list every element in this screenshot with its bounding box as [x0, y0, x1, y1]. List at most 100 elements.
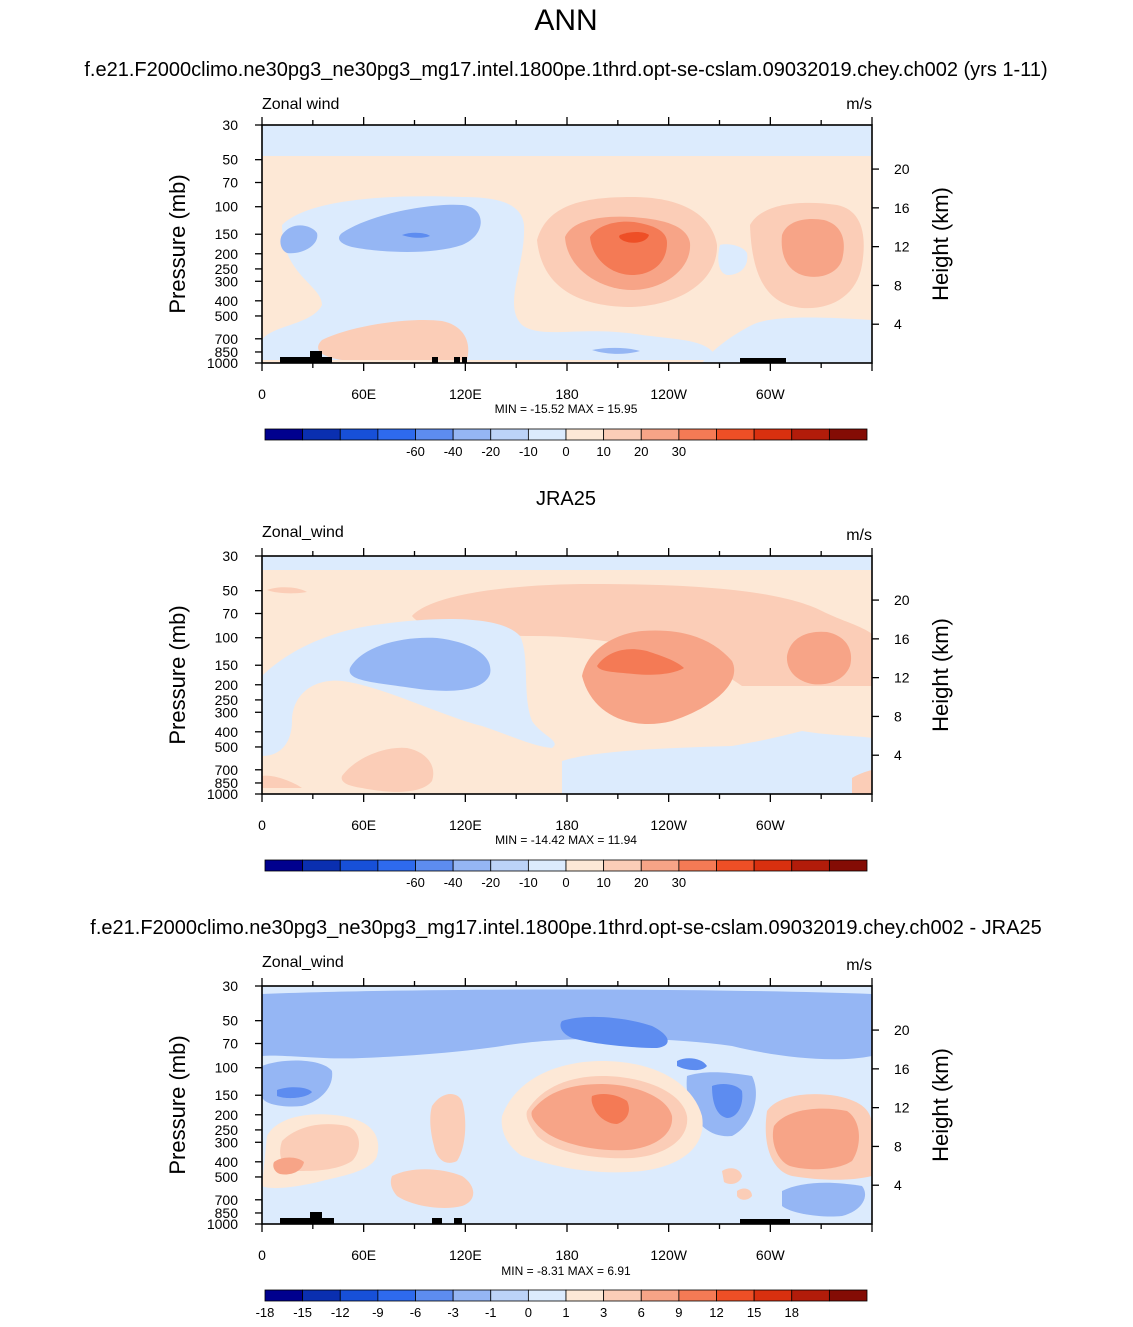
colorbar: -60 -40 -20 -10 0 10 20 30	[264, 859, 868, 890]
x-tick-label: 120E	[449, 1247, 482, 1263]
colorbar-label: 20	[634, 444, 648, 459]
colorbar-swatch	[339, 428, 379, 441]
contour-lower-westerly	[341, 747, 434, 792]
colorbar-swatch	[678, 859, 717, 872]
y2-tick-label: 8	[894, 277, 902, 293]
colorbar-swatch	[565, 859, 605, 872]
x-tick-label: 60W	[756, 817, 786, 833]
y-tick-label: 100	[215, 630, 239, 646]
x-axis: 0 60E 120E 180 120W 60W	[258, 978, 873, 1263]
colorbar-swatch	[565, 428, 605, 441]
x-tick-label: 120E	[449, 817, 482, 833]
contour-atlantic-westerly	[786, 631, 852, 685]
contour-plot	[262, 556, 872, 794]
colorbar-swatch	[791, 859, 830, 872]
colorbar-label: 30	[672, 875, 686, 890]
colorbar-label: 15	[747, 1305, 761, 1320]
x-tick-label: 60E	[351, 1247, 376, 1263]
y2-tick-label: 8	[894, 708, 902, 724]
y-tick-label: 30	[222, 548, 238, 564]
contour-east-positive-spots	[722, 1168, 752, 1200]
y2-tick-label: 16	[894, 1061, 910, 1077]
colorbar-swatch	[678, 1289, 717, 1302]
y2-axis-label: Height (km)	[928, 618, 953, 732]
y2-axis: 20 16 12 8 4	[872, 1022, 910, 1193]
y-tick-label: 100	[215, 1060, 239, 1076]
y2-axis-label: Height (km)	[928, 1048, 953, 1162]
colorbar-label: 30	[672, 444, 686, 459]
y2-tick-label: 8	[894, 1138, 902, 1154]
contour-trough-negative-core	[712, 1083, 743, 1118]
colorbar-label: -20	[481, 444, 500, 459]
colorbar-label: 0	[562, 875, 569, 890]
contour-gap-easterly	[718, 244, 748, 275]
y-tick-label: 500	[215, 739, 239, 755]
y-tick-label: 300	[215, 704, 239, 720]
colorbar-swatch	[527, 1289, 567, 1302]
contour-plot	[262, 125, 872, 363]
y-tick-label: 250	[215, 692, 239, 708]
y-tick-label: 500	[215, 1169, 239, 1185]
contour-lower-westerly	[318, 319, 469, 360]
colorbar-label: 0	[525, 1305, 532, 1320]
colorbar-label: 0	[562, 444, 569, 459]
colorbar-label: -15	[293, 1305, 312, 1320]
colorbar-swatch	[415, 428, 454, 441]
colorbar-label: -20	[481, 875, 500, 890]
colorbar-swatch	[302, 428, 341, 441]
colorbar-label: -6	[410, 1305, 422, 1320]
colorbar-swatch	[415, 859, 454, 872]
contour-lower-easterly	[702, 317, 872, 363]
contour-tropical-easterly-core	[280, 204, 481, 254]
x-tick-label: 60W	[756, 386, 786, 402]
x-tick-label: 60E	[351, 386, 376, 402]
x-tick-label: 60W	[756, 1247, 786, 1263]
y-tick-label: 200	[215, 677, 239, 693]
stats-label: MIN = -15.52 MAX = 15.95	[495, 402, 638, 416]
colorbar-swatch	[640, 859, 680, 872]
x-axis: 0 60E 120E 180 120W 60W	[258, 548, 873, 833]
contour-surface-easterly	[592, 347, 640, 354]
y-tick-label: 850	[215, 1205, 239, 1221]
colorbar-swatch	[603, 428, 642, 441]
x-tick-label: 180	[555, 817, 579, 833]
contour-stratosphere-strong	[560, 1016, 707, 1071]
y2-tick-label: 16	[894, 631, 910, 647]
y-tick-label: 50	[222, 583, 238, 599]
colorbar-swatch	[716, 859, 755, 872]
panel-title: f.e21.F2000climo.ne30pg3_ne30pg3_mg17.in…	[84, 59, 1047, 81]
colorbar-swatch	[339, 1289, 379, 1302]
colorbar-swatch	[828, 859, 868, 872]
y-tick-label: 30	[222, 117, 238, 133]
y-tick-label: 700	[215, 331, 239, 347]
colorbar-swatch	[753, 1289, 793, 1302]
colorbar-swatch	[377, 428, 416, 441]
y2-tick-label: 20	[894, 592, 910, 608]
y2-tick-label: 4	[894, 316, 902, 332]
colorbar-swatch	[527, 428, 567, 441]
colorbar-swatch	[377, 859, 416, 872]
x-tick-label: 0	[258, 817, 266, 833]
x-tick-label: 120E	[449, 386, 482, 402]
contour-west-positive-max	[273, 1157, 304, 1175]
y-tick-label: 70	[222, 606, 238, 622]
y-axis-label: Pressure (mb)	[165, 1035, 190, 1174]
y-tick-label: 400	[215, 1154, 239, 1170]
colorbar-label: -1	[485, 1305, 497, 1320]
colorbar-swatch	[640, 428, 680, 441]
x-tick-label: 120W	[650, 1247, 687, 1263]
y-tick-label: 1000	[207, 1216, 238, 1232]
colorbar-swatch	[490, 428, 529, 441]
colorbar-label: -60	[406, 444, 425, 459]
panel-title: f.e21.F2000climo.ne30pg3_ne30pg3_mg17.in…	[90, 917, 1041, 939]
x-tick-label: 60E	[351, 817, 376, 833]
panel-obs: JRA25 Zonal_wind m/s 0 60E 120E 180 120W 60W …	[165, 488, 953, 890]
contour-lower-easterly	[562, 731, 872, 794]
y2-tick-label: 4	[894, 747, 902, 763]
colorbar-swatch	[264, 428, 304, 441]
colorbar-label: 20	[634, 875, 648, 890]
